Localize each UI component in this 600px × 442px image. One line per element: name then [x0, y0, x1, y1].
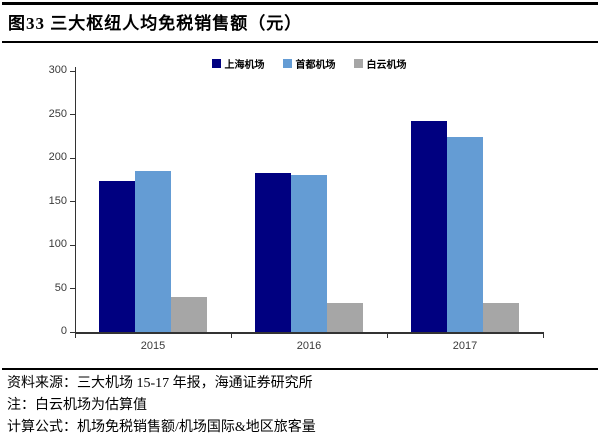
x-category-label: 2017	[452, 340, 478, 352]
x-tick	[230, 334, 232, 338]
legend-item-首都机场: 首都机场	[282, 56, 336, 71]
title-rule	[2, 41, 598, 43]
bar-白云机场-2016	[327, 303, 363, 332]
y-tick	[70, 331, 75, 333]
formula-note: 计算公式：机场免税销售额/机场国际&地区旅客量	[7, 420, 316, 435]
legend-item-白云机场: 白云机场	[353, 56, 407, 71]
figure-footnotes: 资料来源：三大机场 15-17 年报，海通证券研究所 注：白云机场为估算值 计算…	[7, 373, 594, 439]
x-axis	[75, 332, 544, 334]
y-tick-label: 50	[54, 281, 67, 294]
y-tick-label: 200	[48, 151, 67, 163]
y-axis	[75, 67, 76, 332]
x-category-label: 2016	[296, 340, 322, 352]
chart-legend: 上海机场 首都机场 白云机场	[75, 56, 543, 71]
x-tick	[74, 334, 76, 338]
y-tick	[70, 114, 75, 115]
y-tick-label: 250	[48, 107, 67, 120]
x-tick	[386, 334, 388, 338]
y-tick	[70, 288, 75, 289]
footer-rule	[2, 368, 598, 370]
legend-label: 白云机场	[366, 60, 407, 71]
y-tick	[70, 157, 75, 159]
bar-白云机场-2015	[171, 297, 207, 332]
bar-首都机场-2017	[447, 137, 483, 332]
figure-title: 图33 三大枢纽人均免税销售额（元）	[8, 14, 303, 33]
y-tick	[70, 244, 75, 246]
y-tick-label: 0	[60, 325, 67, 337]
y-tick-label: 100	[48, 238, 67, 250]
bar-首都机场-2016	[291, 174, 327, 332]
bar-上海机场-2016	[255, 172, 291, 332]
legend-label: 首都机场	[295, 60, 336, 71]
top-rule	[2, 2, 598, 5]
estimate-note: 注：白云机场为估算值	[7, 398, 147, 413]
y-tick	[70, 201, 75, 202]
bar-上海机场-2017	[411, 121, 447, 332]
legend-swatch-icon	[211, 59, 221, 68]
bar-上海机场-2015	[99, 181, 135, 332]
source-note: 资料来源：三大机场 15-17 年报，海通证券研究所	[7, 376, 313, 391]
bar-首都机场-2015	[135, 171, 171, 332]
legend-swatch-icon	[353, 59, 363, 68]
bar-白云机场-2017	[483, 303, 519, 332]
x-tick	[542, 334, 544, 338]
legend-label: 上海机场	[224, 60, 265, 71]
legend-swatch-icon	[282, 59, 292, 68]
y-tick	[70, 70, 75, 72]
legend-item-上海机场: 上海机场	[211, 56, 265, 71]
x-category-label: 2015	[140, 340, 166, 352]
y-tick-label: 150	[48, 194, 67, 207]
y-tick-label: 300	[48, 64, 67, 76]
